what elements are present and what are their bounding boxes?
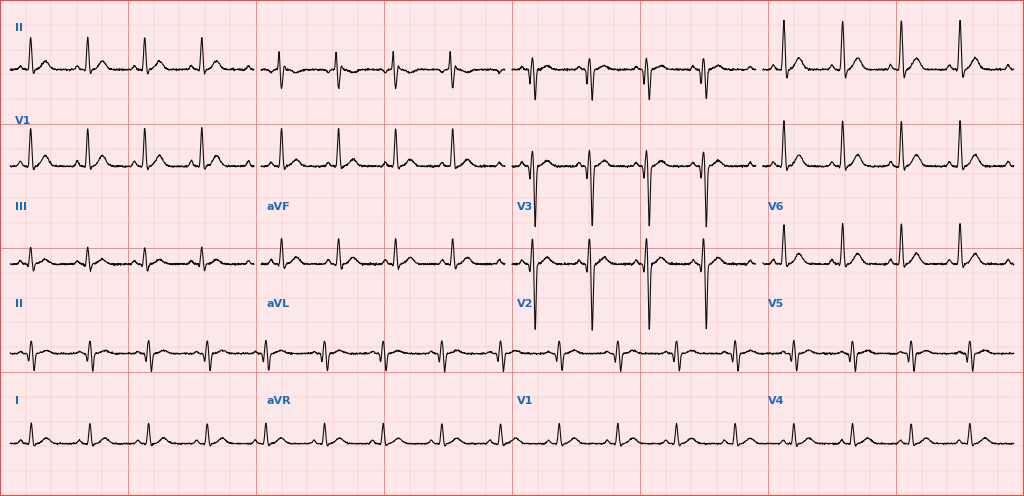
Text: II: II xyxy=(15,299,24,310)
Text: V1: V1 xyxy=(15,116,32,126)
Text: II: II xyxy=(15,23,24,33)
Text: V3: V3 xyxy=(517,202,534,212)
Text: V5: V5 xyxy=(768,299,784,310)
Text: V6: V6 xyxy=(768,202,784,212)
Text: V1: V1 xyxy=(517,396,534,406)
Text: III: III xyxy=(15,202,28,212)
Text: aVF: aVF xyxy=(266,202,290,212)
Text: I: I xyxy=(15,396,19,406)
Text: V2: V2 xyxy=(517,299,534,310)
Text: aVR: aVR xyxy=(266,396,291,406)
Text: aVL: aVL xyxy=(266,299,290,310)
Text: V4: V4 xyxy=(768,396,784,406)
